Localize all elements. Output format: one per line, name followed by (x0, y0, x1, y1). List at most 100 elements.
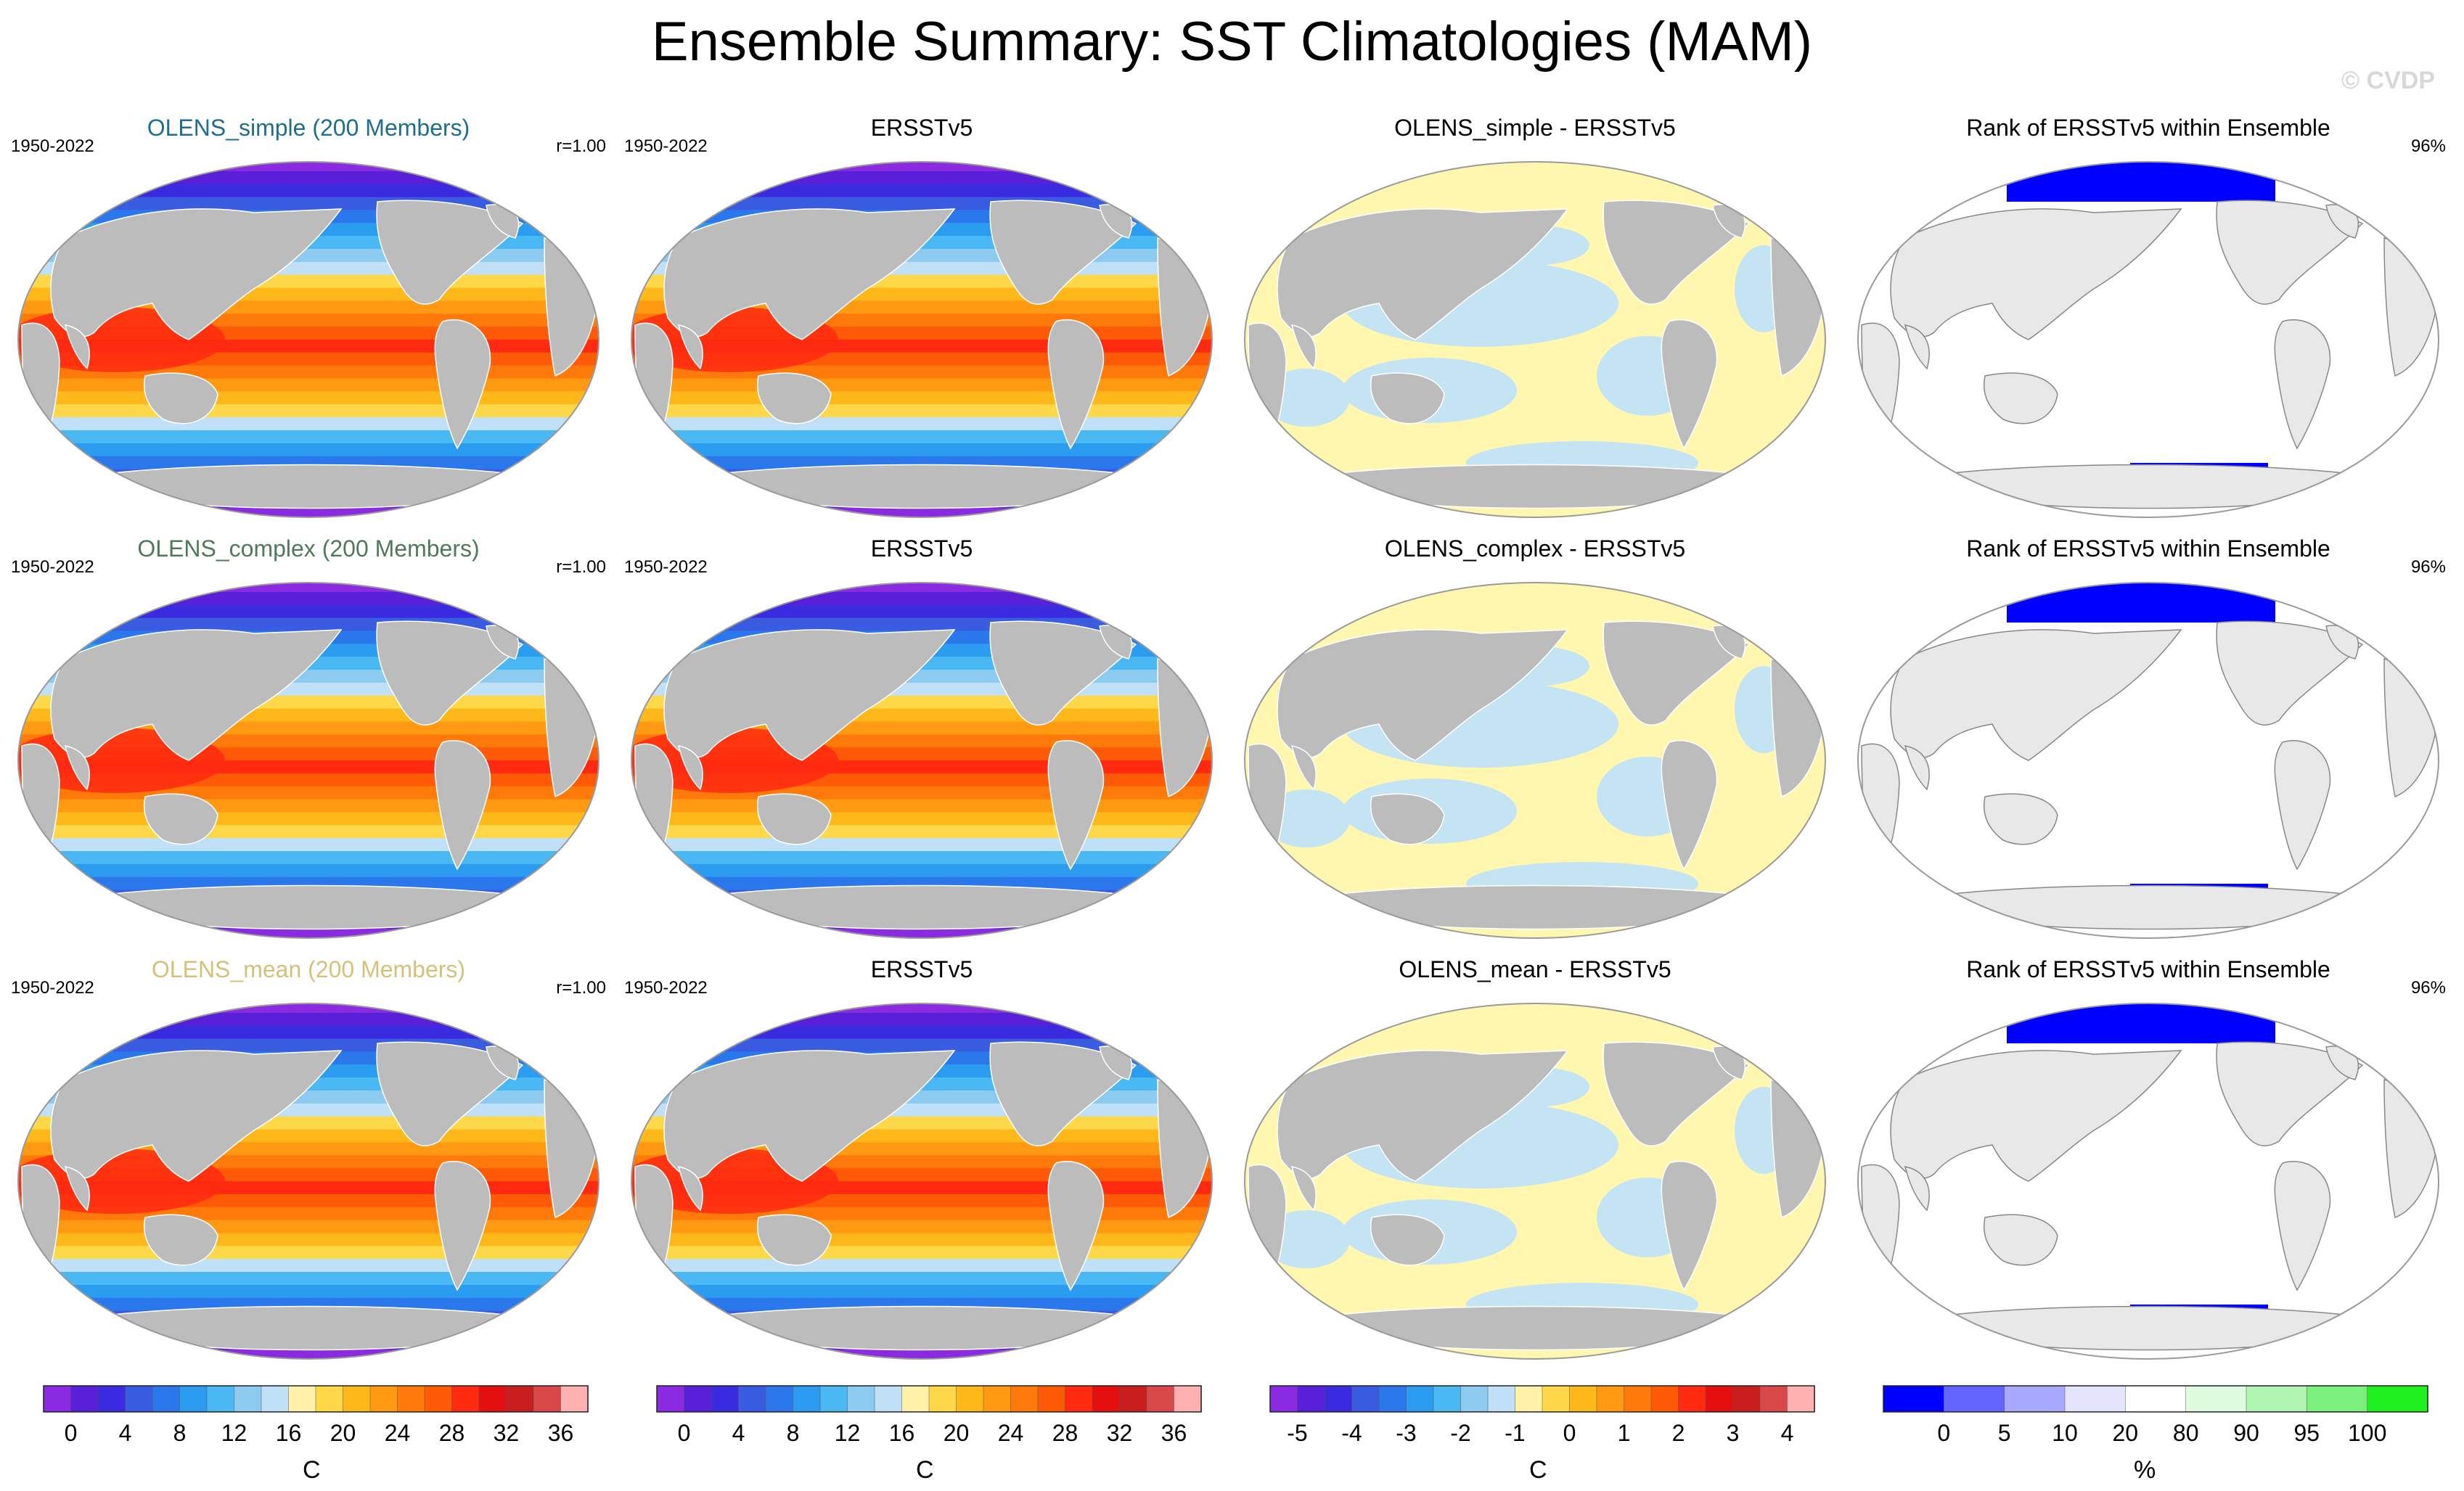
antarctica-land (1896, 1305, 2401, 1351)
panel-obs-2: ERSSTv5 1950-2022 (624, 956, 1219, 1363)
sst-band (631, 1012, 1212, 1027)
sst-band (18, 171, 599, 185)
sst-band (631, 417, 1212, 431)
colorbar-swatch (397, 1385, 425, 1413)
north-america-land (2216, 200, 2364, 305)
sst-band (631, 443, 1212, 457)
rank-percent: 96% (2410, 136, 2446, 156)
north-america-land (989, 1041, 1137, 1146)
colorbar-swatch (1883, 1385, 1945, 1413)
india-land (677, 745, 703, 791)
sst-band (631, 1350, 1212, 1359)
sst-band (631, 1038, 1212, 1053)
north-america-land (1603, 1041, 1751, 1146)
panel-diff-1: OLENS_complex - ERSSTv5 (1237, 535, 1833, 942)
colorbar-swatch (315, 1385, 344, 1413)
sst-band (18, 929, 599, 938)
australia-land (1370, 1214, 1445, 1266)
india-land (677, 324, 703, 370)
colorbar-sst-1: 0 4 8 12 16 20 24 28 32 36 C (40, 1382, 592, 1491)
antarctica-land (669, 464, 1174, 509)
panel-obs-0: ERSSTv5 1950-2022 (624, 115, 1219, 521)
colorbar-swatch (288, 1385, 316, 1413)
colorbar-tick-label: 12 (221, 1420, 247, 1446)
colorbar-swatch (1351, 1385, 1380, 1413)
north-america-land (376, 1041, 524, 1146)
colorbar-swatch (1174, 1385, 1202, 1413)
australia-land (1984, 793, 2058, 845)
rank-low-region (2007, 583, 2275, 623)
colorbar-swatch (928, 1385, 957, 1413)
antarctica-land (1282, 464, 1788, 509)
sst-band (631, 591, 1212, 606)
eurasia-land (663, 1050, 956, 1182)
sst-band (18, 162, 599, 172)
sst-band (18, 851, 599, 865)
colorbar-swatch (234, 1385, 262, 1413)
colorbar-swatch (70, 1385, 99, 1413)
sst-map (17, 582, 599, 939)
colorbar-tick-label: -5 (1287, 1420, 1307, 1446)
sst-band (631, 508, 1212, 517)
south-america-land (1047, 319, 1105, 450)
india-land (64, 1166, 90, 1212)
colorbar-tick-label: 16 (276, 1420, 302, 1446)
australia-land (1370, 793, 1445, 845)
colorbar-tick-label: 90 (2233, 1420, 2259, 1446)
colorbar-swatch (560, 1385, 589, 1413)
north-america-land (376, 200, 524, 305)
colorbar-swatch (369, 1385, 398, 1413)
eurasia-land (50, 629, 343, 761)
south-america-land (2274, 319, 2331, 450)
sst-band (631, 1220, 1212, 1234)
australia-land (144, 1214, 218, 1266)
colorbar-tick-label: 100 (2348, 1420, 2386, 1446)
colorbar-svg: 0 4 8 12 16 20 24 28 32 36 (43, 1385, 589, 1446)
years-label: 1950-2022 (624, 136, 708, 156)
colorbar-swatch (1515, 1385, 1543, 1413)
colorbar-swatch (1759, 1385, 1788, 1413)
colorbar-tick-label: 10 (2052, 1420, 2078, 1446)
sst-band (18, 1272, 599, 1286)
sst-band (631, 929, 1212, 938)
colorbar-swatch (2185, 1385, 2247, 1413)
sst-band (18, 1220, 599, 1234)
obs-title: ERSSTv5 (870, 115, 973, 141)
colorbar-swatch (983, 1385, 1012, 1413)
antarctica-land (56, 464, 561, 509)
colorbar-swatch (1678, 1385, 1706, 1413)
sst-band (18, 583, 599, 593)
map-outline (1857, 582, 2439, 939)
south-america-land (1661, 1161, 1718, 1291)
south-america-land (1661, 319, 1718, 450)
australia-land (757, 1214, 832, 1266)
colorbar-swatch (1010, 1385, 1039, 1413)
colorbar-tick-label: 0 (65, 1420, 78, 1446)
colorbar-swatch (1406, 1385, 1434, 1413)
sst-band (18, 799, 599, 813)
colorbar-swatch (1065, 1385, 1093, 1413)
colorbar-swatch (1787, 1385, 1815, 1413)
south-america-land (434, 740, 491, 871)
colorbar-swatch (1650, 1385, 1679, 1413)
sst-band (18, 863, 599, 878)
sst-band (631, 430, 1212, 444)
colorbar-tick-label: 95 (2294, 1420, 2320, 1446)
sst-band (631, 1246, 1212, 1260)
colorbar-swatch (1037, 1385, 1066, 1413)
sst-band (631, 825, 1212, 839)
figure-title: Ensemble Summary: SST Climatologies (MAM… (651, 11, 1813, 73)
sst-band (18, 430, 599, 444)
australia-land (1370, 372, 1445, 424)
colorbar-swatch (261, 1385, 290, 1413)
australia-land (1984, 1214, 2058, 1266)
sst-band (18, 1246, 599, 1260)
colorbar-tick-label: 28 (439, 1420, 465, 1446)
sst-band (631, 391, 1212, 406)
colorbar-tick-label: 12 (835, 1420, 861, 1446)
sst-band (631, 197, 1212, 211)
colorbar-svg: -5-4-3-2-1012345 (1269, 1385, 1815, 1446)
sst-band (18, 838, 599, 852)
colorbar-swatch (152, 1385, 181, 1413)
colorbar-swatch (847, 1385, 875, 1413)
